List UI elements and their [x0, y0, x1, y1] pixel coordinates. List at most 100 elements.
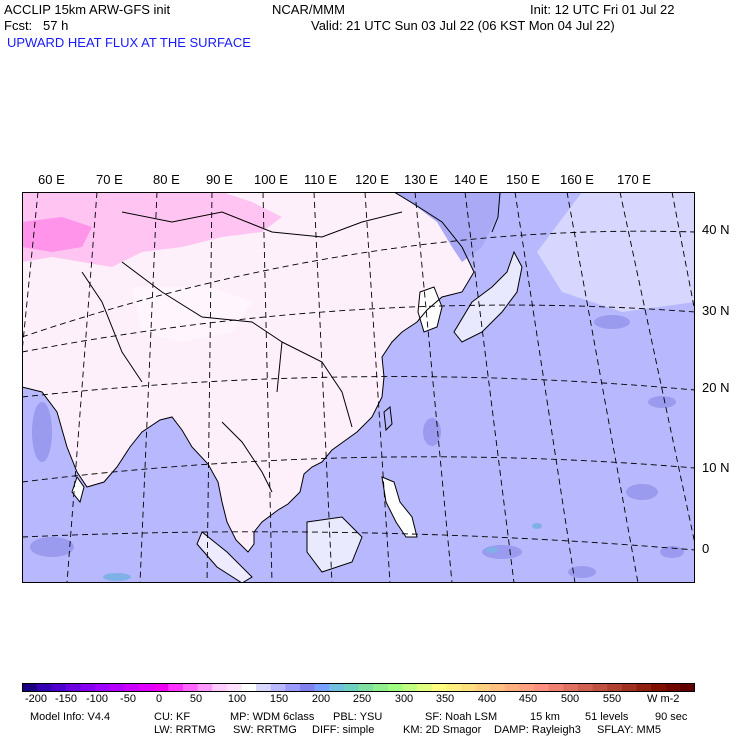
graticule	[22, 192, 695, 583]
footer-mp: MP: WDM 6class	[230, 711, 315, 723]
colorbar-swatch	[607, 683, 623, 692]
colorbar-swatch	[665, 683, 681, 692]
footer-sf: SF: Noah LSM	[425, 711, 498, 723]
colorbar-label: 250	[352, 693, 372, 705]
land-asia	[22, 192, 474, 552]
colorbar-swatch	[680, 683, 695, 692]
colorbar-swatch	[285, 683, 301, 692]
colorbar-swatch	[36, 683, 52, 692]
footer-model-info: Model Info: V4.4	[30, 711, 111, 723]
footer-sflay: SFLAY: MM5	[597, 724, 661, 736]
colorbar-swatch	[417, 683, 433, 692]
colorbar-label: 300	[394, 693, 414, 705]
colorbar-swatch	[329, 683, 345, 692]
colorbar-units: W m-2	[647, 693, 680, 705]
colorbar-swatch	[577, 683, 594, 692]
land-sumatra	[197, 532, 252, 583]
org-label: NCAR/MMM	[272, 2, 345, 17]
lon-label: 110 E	[304, 172, 338, 187]
lon-label: 170 E	[617, 172, 651, 187]
lat-label: 40 N	[702, 222, 730, 237]
colorbar-label: 150	[269, 693, 289, 705]
colorbar-swatch	[65, 683, 82, 692]
colorbar-label: 200	[311, 693, 331, 705]
footer-diff: DIFF: simple	[312, 724, 375, 736]
valid-time: Valid: 21 UTC Sun 03 Jul 22 (06 KST Mon …	[311, 18, 615, 33]
lon-label: 130 E	[404, 172, 438, 187]
land-philippines	[382, 477, 417, 537]
colorbar-swatch	[124, 683, 140, 692]
colorbar-swatch	[387, 683, 403, 692]
colorbar-swatch	[402, 683, 418, 692]
colorbar-label: 0	[155, 693, 163, 705]
colorbar-swatch	[299, 683, 316, 692]
lon-label: 160 E	[560, 172, 594, 187]
colorbar-swatch	[475, 683, 491, 692]
colorbar-label: 500	[560, 693, 580, 705]
colorbar-label: 50	[189, 693, 203, 705]
footer-levels: 51 levels	[585, 711, 629, 723]
colorbar-label: -100	[85, 693, 109, 705]
colorbar-swatch	[621, 683, 638, 692]
colorbar-swatch	[153, 683, 169, 692]
forecast-hour: Fcst: 57 h	[4, 18, 69, 33]
lat-label: 10 N	[702, 460, 730, 475]
colorbar-swatch	[197, 683, 213, 692]
colorbar-label: 400	[477, 693, 497, 705]
footer-damp: DAMP: Rayleigh3	[494, 724, 581, 736]
colorbar-swatch	[592, 683, 608, 692]
land-korea	[418, 287, 442, 332]
lon-label: 140 E	[454, 172, 488, 187]
lon-label: 70 E	[96, 172, 123, 187]
colorbar-label: 350	[435, 693, 455, 705]
colorbar-swatch	[490, 683, 506, 692]
colorbar-swatch	[431, 683, 447, 692]
colorbar-swatch	[95, 683, 111, 692]
colorbar	[22, 683, 695, 692]
colorbar-label: 550	[602, 693, 622, 705]
colorbar-swatch	[270, 683, 286, 692]
colorbar-swatch	[139, 683, 155, 692]
map-frame	[22, 192, 695, 583]
footer-resolution: 15 km	[530, 711, 560, 723]
colorbar-swatch	[51, 683, 67, 692]
heat-flux-map	[22, 192, 695, 583]
footer-cu: CU: KF	[154, 711, 191, 723]
lat-label: 30 N	[702, 303, 730, 318]
lon-label: 120 E	[355, 172, 389, 187]
land-borneo	[307, 517, 362, 572]
colorbar-swatch	[241, 683, 257, 692]
colorbar-swatch	[563, 683, 579, 692]
colorbar-frame	[22, 683, 695, 692]
colorbar-swatch	[314, 683, 330, 692]
colorbar-swatch	[519, 683, 535, 692]
colorbar-swatch	[534, 683, 550, 692]
colorbar-swatch	[358, 683, 374, 692]
lon-label: 100 E	[254, 172, 288, 187]
lon-label: 90 E	[206, 172, 233, 187]
colorbar-swatch	[109, 683, 126, 692]
footer-pbl: PBL: YSU	[333, 711, 383, 723]
ocean-teal-blobs	[103, 523, 542, 581]
land-tibet	[132, 287, 252, 342]
colorbar-label: 450	[518, 693, 538, 705]
colorbar-swatch	[22, 683, 38, 692]
lon-label: 80 E	[153, 172, 180, 187]
colorbar-swatch	[373, 683, 389, 692]
lat-label: 20 N	[702, 380, 730, 395]
colorbar-swatch	[446, 683, 462, 692]
colorbar-swatch	[460, 683, 477, 692]
colorbar-label: -150	[54, 693, 78, 705]
init-time: Init: 12 UTC Fri 01 Jul 22	[530, 2, 675, 17]
footer-km: KM: 2D Smagor	[403, 724, 482, 736]
colorbar-swatch	[168, 683, 184, 692]
footer-timestep: 90 sec	[655, 711, 688, 723]
colorbar-swatch	[226, 683, 243, 692]
model-title: ACCLIP 15km ARW-GFS init	[4, 2, 171, 17]
lon-label: 150 E	[506, 172, 540, 187]
colorbar-swatch	[80, 683, 96, 692]
lat-label: 0	[702, 541, 710, 556]
colorbar-swatch	[212, 683, 228, 692]
colorbar-label: -50	[120, 693, 136, 705]
colorbar-swatch	[256, 683, 272, 692]
